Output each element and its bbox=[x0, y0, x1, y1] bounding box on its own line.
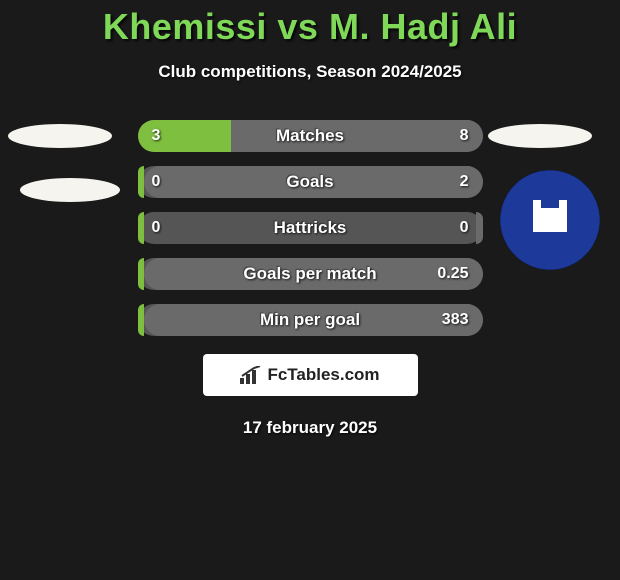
attribution-badge: FcTables.com bbox=[203, 354, 418, 396]
stat-row: 02Goals bbox=[138, 166, 483, 198]
attribution-text: FcTables.com bbox=[267, 365, 379, 385]
stat-label: Goals per match bbox=[138, 258, 483, 290]
right-badge-1 bbox=[488, 124, 592, 148]
stat-label: Matches bbox=[138, 120, 483, 152]
date-text: 17 february 2025 bbox=[0, 418, 620, 438]
page-title: Khemissi vs M. Hadj Ali bbox=[0, 0, 620, 48]
left-badge-1 bbox=[8, 124, 112, 148]
stat-row: 383Min per goal bbox=[138, 304, 483, 336]
left-badge-2 bbox=[20, 178, 120, 202]
stat-row: 0.25Goals per match bbox=[138, 258, 483, 290]
stat-row: 38Matches bbox=[138, 120, 483, 152]
chart-icon bbox=[240, 366, 262, 384]
stat-label: Min per goal bbox=[138, 304, 483, 336]
crest-inner bbox=[519, 189, 581, 251]
stat-label: Hattricks bbox=[138, 212, 483, 244]
castle-icon bbox=[533, 208, 567, 232]
stat-label: Goals bbox=[138, 166, 483, 198]
team-crest-right bbox=[500, 170, 600, 270]
stat-row: 00Hattricks bbox=[138, 212, 483, 244]
subtitle: Club competitions, Season 2024/2025 bbox=[0, 62, 620, 82]
